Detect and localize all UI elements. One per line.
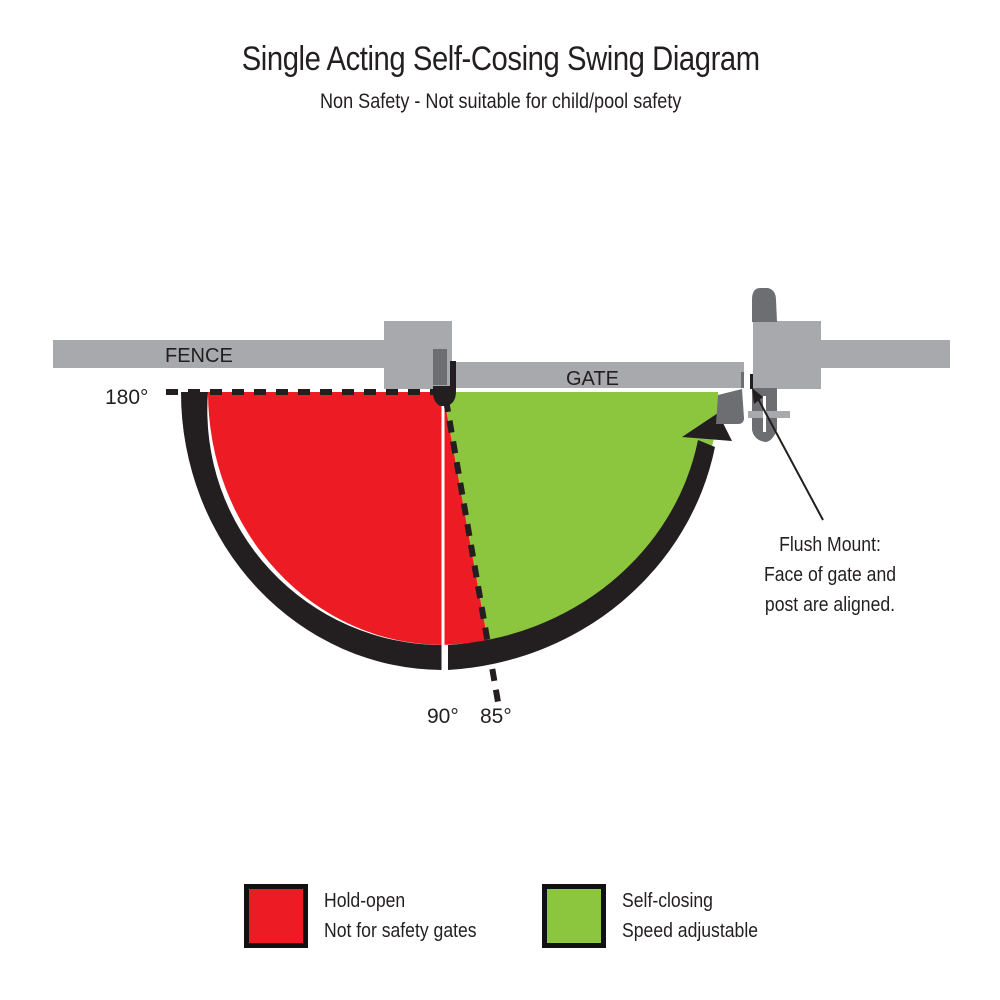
latch-pin (748, 411, 790, 418)
note-line-3: post are aligned. (764, 594, 896, 616)
latch-keeper (716, 389, 744, 424)
eighty-five-dashed-line (443, 399, 501, 703)
closing-arrow-arc (448, 440, 715, 670)
angle-85-label: 85° (480, 705, 512, 728)
self-closing-region (443, 392, 719, 642)
note-line-1: Flush Mount: (779, 534, 881, 556)
legend-item-hold-open: Hold-open Not for safety gates (244, 884, 524, 948)
latch-pin-slot (763, 396, 766, 432)
angle-90-label: 90° (427, 705, 459, 728)
flush-mount-note: Flush Mount: Face of gate and post are a… (742, 530, 918, 620)
gate-edge-strip (741, 372, 744, 388)
note-leader-arrowhead (752, 388, 763, 404)
hold-open-desc: Not for safety gates (324, 920, 477, 942)
hinge-body (433, 349, 447, 385)
self-closing-swatch (542, 884, 606, 948)
hinge-bracket (433, 386, 456, 406)
hold-open-swatch (244, 884, 308, 948)
hinge-arm (450, 361, 456, 389)
fence-label: FENCE (165, 345, 233, 367)
fence-rail (53, 340, 393, 368)
legend: Hold-open Not for safety gates Self-clos… (244, 884, 840, 948)
gate-rail (452, 362, 744, 388)
latch-knob (752, 288, 777, 322)
self-closing-desc: Speed adjustable (622, 920, 759, 942)
diagram-subtitle: Non Safety - Not suitable for child/pool… (320, 90, 682, 113)
note-line-2: Face of gate and (763, 564, 897, 586)
gate-label: GATE (566, 368, 619, 390)
note-leader-line (754, 392, 824, 521)
self-closing-text: Self-closing Speed adjustable (622, 886, 798, 946)
hold-open-title: Hold-open (324, 890, 406, 912)
latch-post (753, 321, 821, 389)
fence-rail-right (820, 340, 950, 368)
hold-open-region (208, 392, 488, 645)
angle-180-label: 180° (105, 386, 148, 409)
hold-open-text: Hold-open Not for safety gates (324, 886, 500, 946)
post-edge-strip (750, 374, 753, 389)
arc-band-left (181, 392, 443, 670)
legend-item-self-closing: Self-closing Speed adjustable (542, 884, 822, 948)
self-closing-title: Self-closing (622, 890, 713, 912)
diagram-title: Single Acting Self-Cosing Swing Diagram (241, 40, 760, 78)
